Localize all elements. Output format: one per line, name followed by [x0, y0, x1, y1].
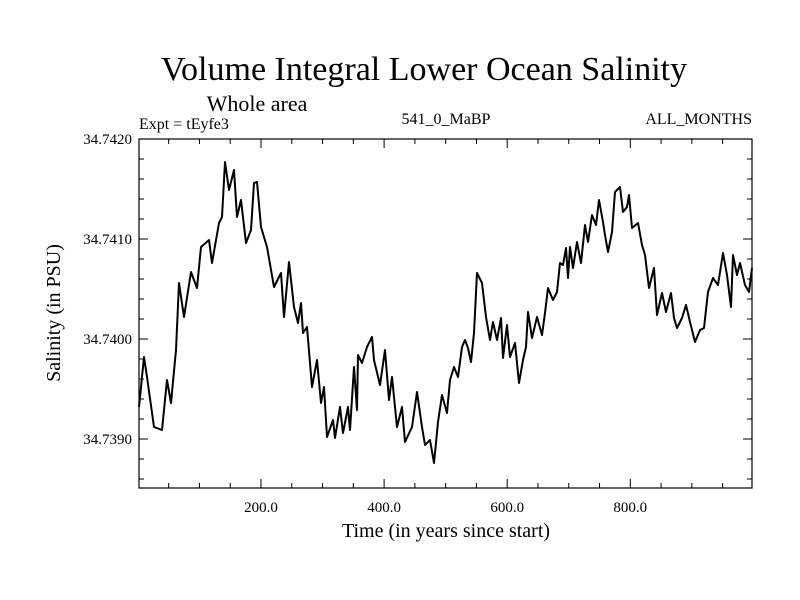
x-tick-label: 600.0 — [490, 500, 524, 516]
period-label: 541_0_MaBP — [402, 111, 491, 128]
y-tick-label: 34.7410 — [83, 232, 132, 248]
x-tick-label: 400.0 — [367, 500, 401, 516]
y-tick-label: 34.7400 — [83, 332, 132, 348]
chart-subtitle: Whole area — [207, 91, 308, 116]
y-tick-label: 34.7390 — [83, 432, 132, 448]
x-tick-label: 200.0 — [244, 500, 278, 516]
plot-frame — [138, 138, 753, 489]
y-tick-labels: 34.7390 34.7400 34.7410 34.7420 — [83, 132, 132, 448]
x-tick-label: 800.0 — [613, 500, 647, 516]
y-axis-label: Salinity (in PSU) — [43, 244, 65, 382]
y-tick-label: 34.7420 — [83, 132, 132, 148]
axis-ticks — [139, 138, 752, 488]
months-label: ALL_MONTHS — [645, 111, 752, 128]
x-axis-label: Time (in years since start) — [342, 520, 550, 542]
chart-title: Volume Integral Lower Ocean Salinity — [161, 51, 687, 88]
salinity-series-line — [138, 161, 753, 464]
x-tick-labels: 200.0 400.0 600.0 800.0 — [244, 500, 647, 516]
experiment-label: Expt = tEyfe3 — [139, 116, 229, 133]
